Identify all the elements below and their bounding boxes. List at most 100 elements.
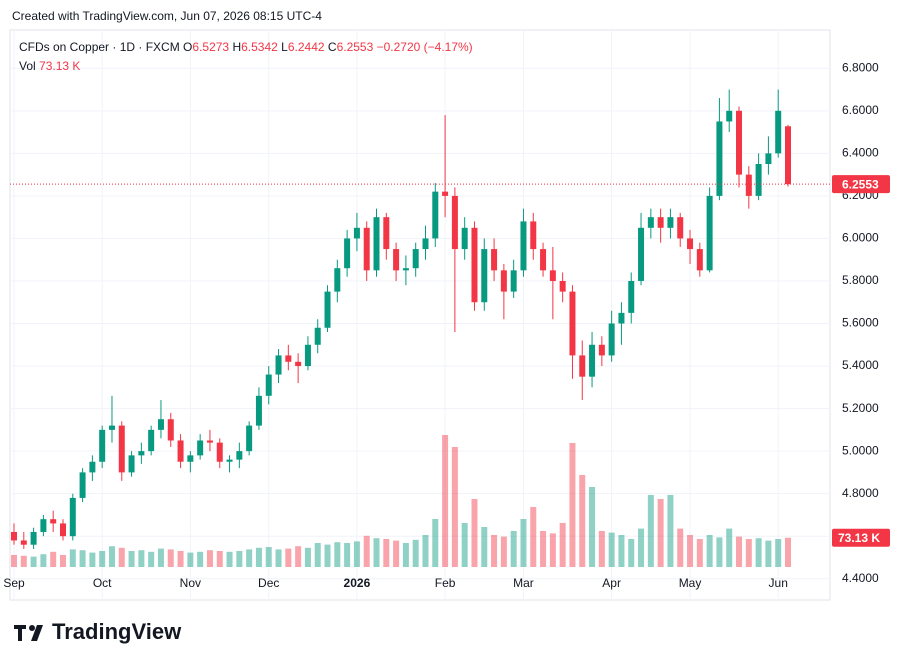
volume-bar xyxy=(59,555,66,567)
volume-bar xyxy=(559,523,566,567)
volume-bar xyxy=(226,551,233,567)
volume-bar xyxy=(510,531,517,567)
candle-body xyxy=(432,191,439,239)
candle-body xyxy=(696,249,703,271)
volume-bar xyxy=(481,527,488,567)
volume-bar xyxy=(275,549,282,567)
candle-body xyxy=(99,429,106,462)
volume-bar xyxy=(618,535,625,567)
candle-body xyxy=(246,425,253,452)
volume-bar xyxy=(20,555,27,567)
change: −0.2720 (−4.17%) xyxy=(376,40,473,54)
volume-bar xyxy=(177,551,184,567)
last-price-label: 6.2553 xyxy=(842,177,879,191)
candle-body xyxy=(148,429,155,452)
volume-legend: Vol 73.13 K xyxy=(19,59,80,73)
y-tick-label: 4.8000 xyxy=(842,486,879,500)
candle-body xyxy=(589,344,596,377)
volume-bar xyxy=(755,538,762,567)
candle-body xyxy=(69,497,76,537)
volume-bar xyxy=(540,531,547,567)
x-tick-label: Nov xyxy=(180,576,201,590)
last-volume-box xyxy=(832,528,890,547)
volume-bar xyxy=(491,535,498,567)
y-tick-label: 6.8000 xyxy=(842,60,879,74)
candle-body xyxy=(216,442,223,462)
volume-bar xyxy=(246,549,253,567)
candle-body xyxy=(618,312,625,324)
candle-body xyxy=(373,217,380,271)
open-value: 6.5273 xyxy=(192,40,230,54)
candle-body xyxy=(500,270,507,292)
volume-bar xyxy=(687,535,694,567)
y-tick-label: 6.6000 xyxy=(842,103,879,117)
volume-bar xyxy=(745,539,752,567)
candle-body xyxy=(481,249,488,303)
candle-body xyxy=(363,227,370,271)
candle-body xyxy=(187,455,194,462)
volume-bar xyxy=(765,540,772,567)
y-tick-label: 5.4000 xyxy=(842,358,879,372)
candle-body xyxy=(236,451,243,460)
candle-body xyxy=(667,217,674,228)
volume-bar xyxy=(187,552,194,567)
candle-body xyxy=(491,249,498,271)
candle-body xyxy=(647,217,654,228)
candle-body xyxy=(30,531,37,545)
volume-bar xyxy=(30,556,37,567)
last-price-box xyxy=(832,175,890,194)
candle-body xyxy=(118,425,125,473)
candle-body xyxy=(50,519,57,524)
candle-body xyxy=(422,238,429,250)
x-tick-label: Dec xyxy=(258,576,279,590)
candle-body xyxy=(304,344,311,367)
volume-bar xyxy=(422,535,429,567)
low-key: L xyxy=(281,40,288,54)
volume-bar xyxy=(265,547,272,567)
candle-body xyxy=(785,126,791,185)
y-tick-label: 5.0000 xyxy=(842,443,879,457)
volume-key: Vol xyxy=(19,59,36,73)
candle-body xyxy=(706,195,713,271)
y-tick-label: 5.8000 xyxy=(842,273,879,287)
candle-body xyxy=(226,459,233,462)
candle-body xyxy=(687,238,694,250)
volume-bar xyxy=(50,551,57,567)
volume-value: 73.13 K xyxy=(39,59,81,73)
volume-bar xyxy=(471,499,478,567)
candle-body xyxy=(314,327,321,345)
close-value: 6.2553 xyxy=(336,40,374,54)
candle-body xyxy=(579,355,586,377)
candle-body xyxy=(138,451,145,456)
volume-bar xyxy=(579,475,586,567)
volume-bar xyxy=(216,551,223,567)
candle-body xyxy=(59,523,66,537)
candle-body xyxy=(716,121,723,196)
volume-bar xyxy=(628,539,635,567)
created-note: Created with TradingView.com, Jun 07, 20… xyxy=(12,9,322,23)
candle-body xyxy=(765,153,772,164)
volume-bar xyxy=(383,539,390,567)
volume-bar xyxy=(304,547,311,567)
volume-bar xyxy=(393,540,400,567)
volume-bar xyxy=(706,535,713,567)
volume-bar xyxy=(206,550,213,567)
volume-bar xyxy=(785,537,791,567)
x-tick-label: Mar xyxy=(513,576,534,590)
volume-bar xyxy=(775,539,782,567)
y-tick-label: 4.4000 xyxy=(842,571,879,585)
high-key: H xyxy=(232,40,242,54)
candle-body xyxy=(157,419,164,430)
candle-body xyxy=(608,323,615,356)
volume-bar xyxy=(736,536,743,567)
volume-bar xyxy=(451,447,458,567)
candle-body xyxy=(530,221,537,250)
candle-body xyxy=(197,440,204,456)
volume-bar xyxy=(285,548,292,567)
volume-bar xyxy=(598,531,605,567)
volume-bar xyxy=(118,547,125,567)
candle-body xyxy=(89,461,96,473)
volume-bar xyxy=(157,548,164,567)
